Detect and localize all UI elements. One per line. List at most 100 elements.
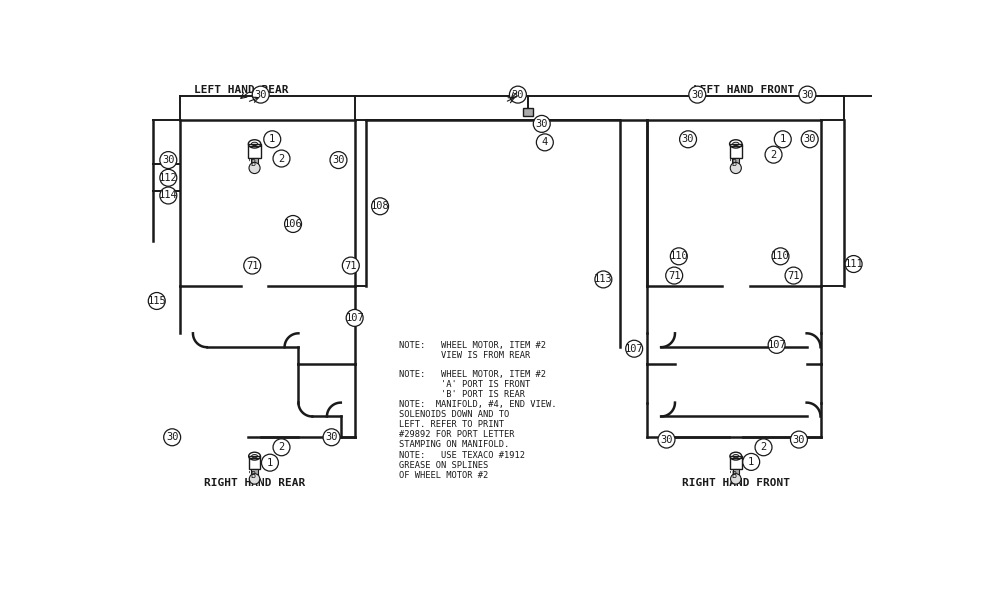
Circle shape [323, 429, 340, 446]
Bar [730, 456, 742, 469]
Text: NOTE:   USE TEXACO #1912: NOTE: USE TEXACO #1912 [399, 451, 525, 460]
Text: 30: 30 [166, 432, 178, 442]
Text: 4: 4 [542, 137, 548, 147]
Text: 1: 1 [748, 457, 754, 467]
Text: RIGHT HAND FRONT: RIGHT HAND FRONT [682, 478, 790, 488]
Text: GREASE ON SPLINES: GREASE ON SPLINES [399, 461, 488, 470]
Bar [249, 456, 260, 469]
Circle shape [772, 248, 789, 265]
Text: 30: 30 [660, 434, 673, 445]
Text: #29892 FOR PORT LETTER: #29892 FOR PORT LETTER [399, 430, 514, 439]
Text: 30: 30 [793, 434, 805, 445]
Text: 2: 2 [770, 150, 777, 160]
Text: 71: 71 [668, 271, 680, 281]
Text: 114: 114 [159, 191, 178, 200]
Text: 108: 108 [371, 201, 389, 211]
Text: 'B': 'B' [728, 159, 743, 168]
Text: 107: 107 [345, 313, 364, 323]
Circle shape [160, 187, 177, 204]
Text: 'B' PORT IS REAR: 'B' PORT IS REAR [399, 390, 525, 399]
Text: 30: 30 [682, 134, 694, 144]
Text: 30: 30 [803, 134, 816, 144]
Text: 1: 1 [267, 458, 273, 468]
Text: VIEW IS FROM REAR: VIEW IS FROM REAR [399, 351, 530, 360]
Circle shape [164, 429, 181, 446]
Text: NOTE:   WHEEL MOTOR, ITEM #2: NOTE: WHEEL MOTOR, ITEM #2 [399, 370, 546, 378]
Circle shape [743, 454, 760, 470]
Bar [732, 158, 739, 164]
Circle shape [509, 86, 526, 103]
Text: 30: 30 [162, 155, 175, 165]
Bar [251, 469, 258, 476]
Circle shape [261, 454, 278, 471]
Text: STAMPING ON MANIFOLD.: STAMPING ON MANIFOLD. [399, 440, 509, 449]
Text: 115: 115 [147, 296, 166, 306]
Circle shape [160, 169, 177, 186]
Text: 71: 71 [787, 271, 800, 281]
Text: 30: 30 [801, 89, 814, 100]
Text: 1: 1 [269, 134, 275, 144]
Circle shape [666, 267, 683, 284]
Circle shape [731, 474, 741, 484]
Circle shape [372, 198, 389, 215]
Circle shape [768, 336, 785, 353]
Circle shape [273, 150, 290, 167]
Circle shape [670, 248, 687, 265]
Circle shape [595, 271, 612, 288]
Circle shape [264, 131, 281, 148]
Circle shape [790, 431, 807, 448]
Circle shape [249, 163, 260, 173]
Text: 1: 1 [780, 134, 786, 144]
Text: LEFT. REFER TO PRINT: LEFT. REFER TO PRINT [399, 420, 504, 429]
Circle shape [845, 256, 862, 272]
Text: 30: 30 [512, 89, 524, 100]
Circle shape [774, 131, 791, 148]
Text: RIGHT HAND REAR: RIGHT HAND REAR [204, 478, 305, 488]
Text: 107: 107 [625, 344, 644, 353]
Text: 'B': 'B' [247, 159, 262, 168]
Circle shape [148, 293, 165, 309]
Text: 110: 110 [771, 252, 790, 261]
Text: 110: 110 [669, 252, 688, 261]
Text: 2: 2 [760, 442, 767, 452]
Text: 2: 2 [278, 442, 285, 452]
Circle shape [799, 86, 816, 103]
Text: 30: 30 [254, 89, 267, 100]
Bar [251, 158, 258, 164]
Circle shape [689, 86, 706, 103]
Text: 111: 111 [844, 259, 863, 269]
Circle shape [273, 439, 290, 456]
Bar [523, 108, 533, 116]
Text: 'A' PORT IS FRONT: 'A' PORT IS FRONT [399, 380, 530, 389]
Bar [730, 144, 742, 158]
Text: 107: 107 [767, 340, 786, 350]
Circle shape [346, 309, 363, 327]
Circle shape [252, 86, 269, 103]
Text: 'B': 'B' [247, 471, 262, 480]
Circle shape [658, 431, 675, 448]
Circle shape [536, 134, 553, 151]
Circle shape [801, 131, 818, 148]
Text: 71: 71 [246, 260, 258, 271]
Text: NOTE:   WHEEL MOTOR, ITEM #2: NOTE: WHEEL MOTOR, ITEM #2 [399, 341, 546, 350]
Text: 112: 112 [159, 173, 178, 183]
Text: 'B': 'B' [728, 471, 743, 480]
Text: 30: 30 [325, 432, 338, 442]
Text: LEFT HAND FRONT: LEFT HAND FRONT [693, 85, 794, 95]
Circle shape [330, 151, 347, 169]
Bar [248, 144, 261, 158]
Circle shape [249, 474, 260, 484]
Circle shape [765, 146, 782, 163]
Circle shape [785, 267, 802, 284]
Text: 106: 106 [284, 219, 302, 229]
Text: 30: 30 [332, 155, 345, 165]
Circle shape [626, 340, 643, 357]
Circle shape [755, 439, 772, 456]
Text: NOTE:  MANIFOLD, #4, END VIEW.: NOTE: MANIFOLD, #4, END VIEW. [399, 401, 556, 409]
Bar [733, 469, 739, 476]
Circle shape [160, 151, 177, 169]
Text: OF WHEEL MOTOR #2: OF WHEEL MOTOR #2 [399, 471, 488, 480]
Text: 71: 71 [345, 260, 357, 271]
Text: 2: 2 [278, 154, 285, 163]
Circle shape [244, 257, 261, 274]
